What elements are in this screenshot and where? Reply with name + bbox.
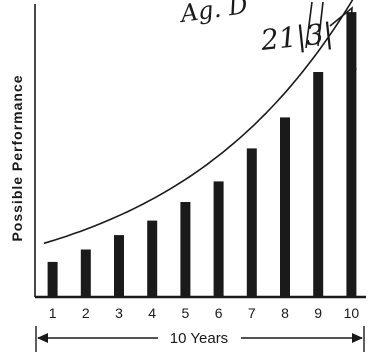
bar-year-8 (280, 117, 290, 298)
x-tick-label-9: 9 (314, 305, 322, 321)
trend-curve (43, 0, 354, 245)
x-tick-label-3: 3 (115, 305, 123, 321)
x-tick-label-1: 1 (49, 305, 57, 321)
bars-layer (47, 12, 357, 298)
x-tick-label-2: 2 (82, 305, 90, 321)
span-right-arrow (352, 333, 363, 343)
bar-year-7 (246, 148, 257, 297)
handwritten-note-line1: Ag. D (177, 0, 249, 28)
x-tick-label-6: 6 (215, 305, 223, 321)
x-tick-label-4: 4 (148, 305, 156, 321)
y-axis-title: Possible Performance (9, 74, 25, 241)
bar-year-2 (80, 249, 91, 297)
bar-year-1 (47, 261, 58, 297)
trend-curve-layer (43, 0, 354, 245)
x-tick-label-8: 8 (281, 305, 289, 321)
bar-year-5 (180, 202, 191, 297)
bar-year-3 (114, 235, 124, 297)
handwritten-note-line2: 21|3| (258, 17, 334, 57)
x-axis-title: 10 Years (170, 330, 228, 347)
x-tick-labels: 1 2 3 4 5 6 7 8 9 10 (49, 305, 360, 321)
handwritten-strokes (305, 1, 357, 71)
bar-year-10 (346, 12, 357, 297)
bar-year-4 (147, 220, 158, 297)
bar-year-6 (213, 181, 224, 297)
x-span-indicator (35, 326, 365, 352)
x-tick-label-7: 7 (248, 305, 256, 321)
x-tick-label-5: 5 (182, 305, 190, 321)
span-left-arrow (37, 333, 48, 343)
bar-year-9 (313, 72, 324, 297)
x-tick-label-10: 10 (344, 305, 360, 321)
